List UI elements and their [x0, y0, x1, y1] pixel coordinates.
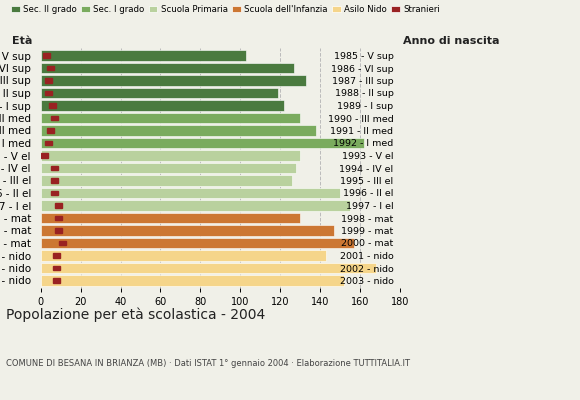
Text: Età: Età — [12, 36, 32, 46]
Bar — [41, 100, 284, 111]
Bar — [41, 125, 316, 136]
Bar — [41, 138, 364, 148]
Bar — [55, 203, 62, 208]
Bar — [51, 166, 58, 170]
Bar — [41, 275, 345, 286]
Bar — [41, 153, 48, 158]
Bar — [51, 191, 58, 195]
Bar — [41, 63, 294, 73]
Bar — [59, 241, 66, 245]
Bar — [51, 116, 58, 120]
Bar — [51, 178, 58, 183]
Bar — [41, 75, 306, 86]
Bar — [41, 200, 350, 211]
Bar — [41, 263, 376, 273]
Bar — [41, 238, 354, 248]
Bar — [55, 216, 62, 220]
Bar — [53, 253, 60, 258]
Legend: Sec. II grado, Sec. I grado, Scuola Primaria, Scuola dell'Infanzia, Asilo Nido, : Sec. II grado, Sec. I grado, Scuola Prim… — [10, 4, 441, 15]
Bar — [53, 266, 60, 270]
Bar — [49, 103, 56, 108]
Bar — [47, 128, 54, 133]
Bar — [47, 66, 54, 70]
Bar — [41, 250, 327, 261]
Bar — [41, 150, 300, 161]
Bar — [41, 113, 300, 123]
Bar — [45, 141, 52, 145]
Text: Popolazione per età scolastica - 2004: Popolazione per età scolastica - 2004 — [6, 308, 265, 322]
Text: COMUNE DI BESANA IN BRIANZA (MB) · Dati ISTAT 1° gennaio 2004 · Elaborazione TUT: COMUNE DI BESANA IN BRIANZA (MB) · Dati … — [6, 359, 410, 368]
Bar — [55, 228, 62, 233]
Bar — [43, 53, 50, 58]
Bar — [41, 50, 246, 61]
Bar — [53, 278, 60, 283]
Bar — [45, 91, 52, 95]
Bar — [41, 188, 340, 198]
Bar — [41, 213, 300, 223]
Bar — [41, 175, 292, 186]
Text: Anno di nascita: Anno di nascita — [403, 36, 499, 46]
Bar — [41, 225, 334, 236]
Bar — [45, 78, 52, 83]
Bar — [41, 88, 278, 98]
Bar — [41, 163, 296, 173]
